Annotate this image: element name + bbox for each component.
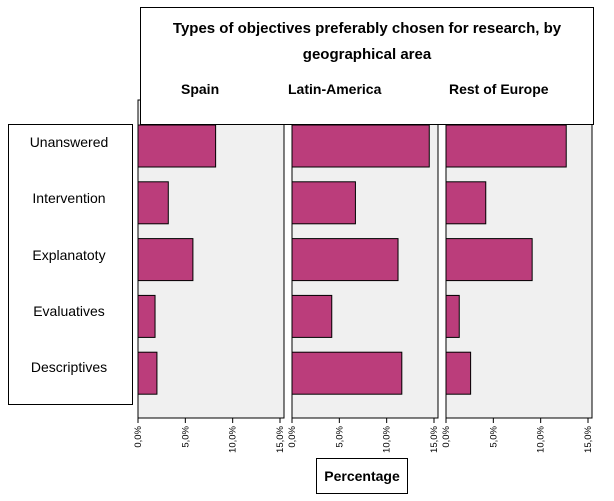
- category-axis-box: Unanswered Intervention Explanatoty Eval…: [8, 124, 133, 405]
- panel-label-latin-america: Latin-America: [288, 81, 382, 97]
- x-tick-label-spain-3: 15,0%: [275, 425, 286, 452]
- x-tick-label-spain-2: 10,0%: [228, 425, 239, 452]
- x-tick-label-rest-of-europe-3: 15,0%: [583, 425, 594, 452]
- x-tick-label-latin-america-1: 5,0%: [334, 425, 345, 447]
- bar-latin-america-explanatoty: [291, 238, 399, 282]
- bar-latin-america-unanswered: [291, 124, 430, 168]
- bar-spain-unanswered: [137, 124, 217, 168]
- bar-rest-of-europe-intervention: [445, 181, 487, 225]
- panel-label-rest-of-europe: Rest of Europe: [449, 81, 549, 97]
- category-label-evaluatives: Evaluatives: [33, 303, 105, 319]
- bar-rest-of-europe-evaluatives: [445, 294, 460, 338]
- bar-spain-explanatoty: [137, 238, 194, 282]
- chart-title: Types of objectives preferably chosen fo…: [172, 20, 562, 63]
- bar-spain-intervention: [137, 181, 169, 225]
- bar-rest-of-europe-unanswered: [445, 124, 567, 168]
- x-tick-label-latin-america-2: 10,0%: [382, 425, 393, 452]
- x-tick-label-rest-of-europe-1: 5,0%: [488, 425, 499, 447]
- x-tick-label-rest-of-europe-0: 0,0%: [441, 425, 452, 447]
- bar-latin-america-evaluatives: [291, 294, 333, 338]
- bar-spain-descriptives: [137, 351, 158, 395]
- category-label-unanswered: Unanswered: [29, 134, 109, 150]
- x-axis-title: Percentage: [316, 458, 408, 494]
- category-label-explanatoty: Explanatoty: [32, 247, 106, 263]
- bar-latin-america-intervention: [291, 181, 356, 225]
- x-tick-label-latin-america-0: 0,0%: [287, 425, 298, 447]
- category-label-intervention: Intervention: [32, 190, 106, 206]
- bar-latin-america-descriptives: [291, 351, 403, 395]
- bar-rest-of-europe-descriptives: [445, 351, 472, 395]
- x-tick-label-latin-america-3: 15,0%: [429, 425, 440, 452]
- category-label-descriptives: Descriptives: [30, 359, 108, 375]
- chart-title-box: Types of objectives preferably chosen fo…: [140, 7, 594, 125]
- bar-spain-evaluatives: [137, 294, 156, 338]
- x-tick-label-spain-0: 0,0%: [133, 425, 144, 447]
- bar-rest-of-europe-explanatoty: [445, 238, 533, 282]
- x-tick-label-rest-of-europe-2: 10,0%: [536, 425, 547, 452]
- panel-label-spain: Spain: [181, 81, 220, 97]
- x-tick-label-spain-1: 5,0%: [180, 425, 191, 447]
